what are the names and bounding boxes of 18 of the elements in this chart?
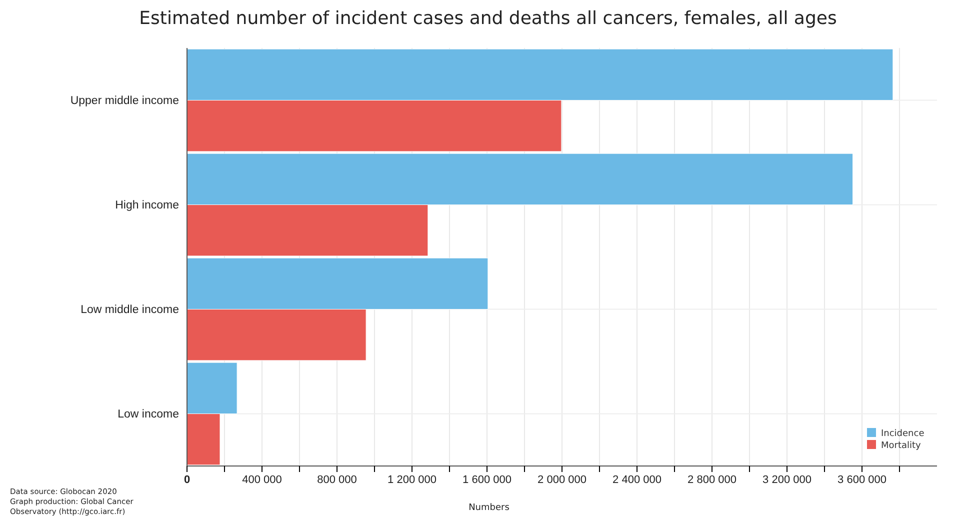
x-tick-label: 1 200 000 bbox=[388, 474, 436, 486]
x-tick-label: 3 600 000 bbox=[838, 474, 886, 486]
y-tick-label: Low middle income bbox=[80, 304, 179, 316]
x-tick-label: 3 200 000 bbox=[762, 474, 812, 486]
x-tick-label: 2 800 000 bbox=[688, 474, 736, 486]
x-tick-label: 0 bbox=[184, 474, 190, 486]
chart-title: Estimated number of incident cases and deaths all cancers, females, all ages bbox=[139, 8, 837, 29]
x-tick-label: 2 000 000 bbox=[538, 474, 586, 486]
y-tick-label: Low income bbox=[118, 408, 179, 420]
x-tick-label: 1 600 000 bbox=[462, 474, 512, 486]
x-axis-title: Numbers bbox=[468, 503, 510, 513]
x-tick-label: 2 400 000 bbox=[612, 474, 662, 486]
x-tick-label: 400 000 bbox=[242, 474, 282, 486]
x-tick-label: 800 000 bbox=[317, 474, 357, 486]
y-tick-label: High income bbox=[115, 199, 179, 212]
legend-label: Incidence bbox=[881, 429, 925, 439]
legend-label: Mortality bbox=[881, 441, 922, 451]
y-tick-label: Upper middle income bbox=[70, 94, 179, 107]
